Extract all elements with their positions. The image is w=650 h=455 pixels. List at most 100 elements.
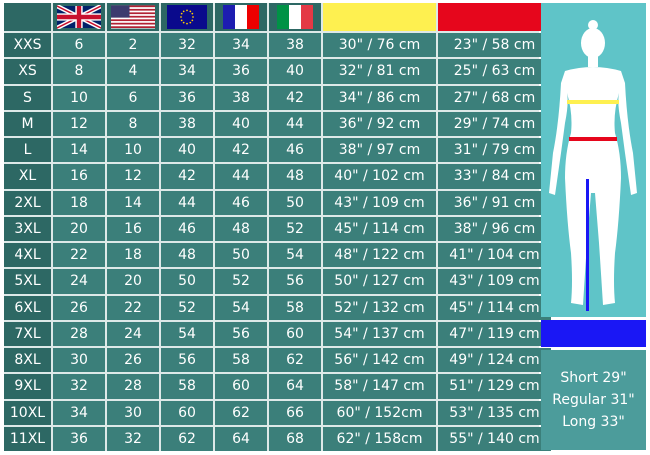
cell-uk: 18 xyxy=(53,190,105,215)
cell-us: 4 xyxy=(107,59,159,84)
italy-flag-icon xyxy=(277,5,313,29)
cell-us: 22 xyxy=(107,295,159,320)
cell-fr: 44 xyxy=(215,164,267,189)
cell-fr: 38 xyxy=(215,85,267,110)
cell-eu: 42 xyxy=(161,164,213,189)
cell-hip: 54" / 137 cm xyxy=(323,321,436,346)
cell-fr: 50 xyxy=(215,243,267,268)
cell-waist: 31" / 79 cm xyxy=(438,138,551,163)
cell-waist: 29" / 74 cm xyxy=(438,111,551,136)
cell-eu: 48 xyxy=(161,243,213,268)
cell-fr: 60 xyxy=(215,374,267,399)
cell-size: 6XL xyxy=(4,295,51,320)
cell-size: 2XL xyxy=(4,190,51,215)
us-flag-icon xyxy=(111,5,155,29)
header-corner xyxy=(4,3,51,31)
header-hip-color xyxy=(323,3,436,31)
cell-hip: 30" / 76 cm xyxy=(323,33,436,58)
cell-uk: 6 xyxy=(53,33,105,58)
cell-us: 32 xyxy=(107,426,159,451)
cell-it: 40 xyxy=(269,59,321,84)
cell-it: 52 xyxy=(269,216,321,241)
cell-size: 9XL xyxy=(4,374,51,399)
cell-eu: 60 xyxy=(161,400,213,425)
leg-lengths-panel: Short 29" Regular 31" Long 33" xyxy=(541,350,646,450)
cell-hip: 60" / 152cm xyxy=(323,400,436,425)
cell-it: 68 xyxy=(269,426,321,451)
cell-hip: 52" / 132 cm xyxy=(323,295,436,320)
cell-us: 20 xyxy=(107,269,159,294)
cell-eu: 34 xyxy=(161,59,213,84)
cell-hip: 32" / 81 cm xyxy=(323,59,436,84)
cell-it: 54 xyxy=(269,243,321,268)
cell-it: 66 xyxy=(269,400,321,425)
uk-flag-icon xyxy=(57,5,101,29)
cell-size: 4XL xyxy=(4,243,51,268)
cell-it: 48 xyxy=(269,164,321,189)
cell-hip: 50" / 127 cm xyxy=(323,269,436,294)
body-figure-panel xyxy=(541,3,646,317)
cell-size: 11XL xyxy=(4,426,51,451)
cell-waist: 41" / 104 cm xyxy=(438,243,551,268)
cell-eu: 40 xyxy=(161,138,213,163)
header-us xyxy=(107,3,159,31)
cell-waist: 38" / 96 cm xyxy=(438,216,551,241)
cell-waist: 36" / 91 cm xyxy=(438,190,551,215)
cell-it: 56 xyxy=(269,269,321,294)
cell-eu: 50 xyxy=(161,269,213,294)
cell-uk: 14 xyxy=(53,138,105,163)
header-france xyxy=(215,3,267,31)
cell-hip: 56" / 142 cm xyxy=(323,348,436,373)
cell-fr: 64 xyxy=(215,426,267,451)
cell-us: 26 xyxy=(107,348,159,373)
inseam-color-bar xyxy=(541,320,646,347)
cell-it: 42 xyxy=(269,85,321,110)
cell-fr: 62 xyxy=(215,400,267,425)
cell-fr: 40 xyxy=(215,111,267,136)
cell-eu: 46 xyxy=(161,216,213,241)
cell-waist: 51" / 129 cm xyxy=(438,374,551,399)
cell-size: XXS xyxy=(4,33,51,58)
cell-waist: 45" / 114 cm xyxy=(438,295,551,320)
cell-size: M xyxy=(4,111,51,136)
cell-waist: 23" / 58 cm xyxy=(438,33,551,58)
cell-hip: 36" / 92 cm xyxy=(323,111,436,136)
cell-us: 10 xyxy=(107,138,159,163)
cell-us: 18 xyxy=(107,243,159,268)
cell-hip: 58" / 147 cm xyxy=(323,374,436,399)
cell-size: XL xyxy=(4,164,51,189)
cell-fr: 58 xyxy=(215,348,267,373)
cell-eu: 52 xyxy=(161,295,213,320)
length-regular: Regular 31" xyxy=(552,392,635,408)
cell-size: 7XL xyxy=(4,321,51,346)
cell-us: 8 xyxy=(107,111,159,136)
cell-uk: 16 xyxy=(53,164,105,189)
cell-it: 60 xyxy=(269,321,321,346)
cell-us: 30 xyxy=(107,400,159,425)
cell-us: 24 xyxy=(107,321,159,346)
cell-it: 44 xyxy=(269,111,321,136)
cell-waist: 53" / 135 cm xyxy=(438,400,551,425)
header-italy xyxy=(269,3,321,31)
cell-hip: 38" / 97 cm xyxy=(323,138,436,163)
cell-uk: 30 xyxy=(53,348,105,373)
cell-us: 2 xyxy=(107,33,159,58)
cell-eu: 56 xyxy=(161,348,213,373)
cell-us: 14 xyxy=(107,190,159,215)
cell-size: S xyxy=(4,85,51,110)
cell-size: 8XL xyxy=(4,348,51,373)
cell-fr: 48 xyxy=(215,216,267,241)
cell-fr: 54 xyxy=(215,295,267,320)
cell-fr: 36 xyxy=(215,59,267,84)
cell-uk: 24 xyxy=(53,269,105,294)
cell-size: 3XL xyxy=(4,216,51,241)
cell-size: 5XL xyxy=(4,269,51,294)
cell-uk: 22 xyxy=(53,243,105,268)
cell-fr: 52 xyxy=(215,269,267,294)
cell-us: 28 xyxy=(107,374,159,399)
cell-size: 10XL xyxy=(4,400,51,425)
cell-it: 46 xyxy=(269,138,321,163)
cell-uk: 12 xyxy=(53,111,105,136)
cell-waist: 47" / 119 cm xyxy=(438,321,551,346)
cell-eu: 36 xyxy=(161,85,213,110)
